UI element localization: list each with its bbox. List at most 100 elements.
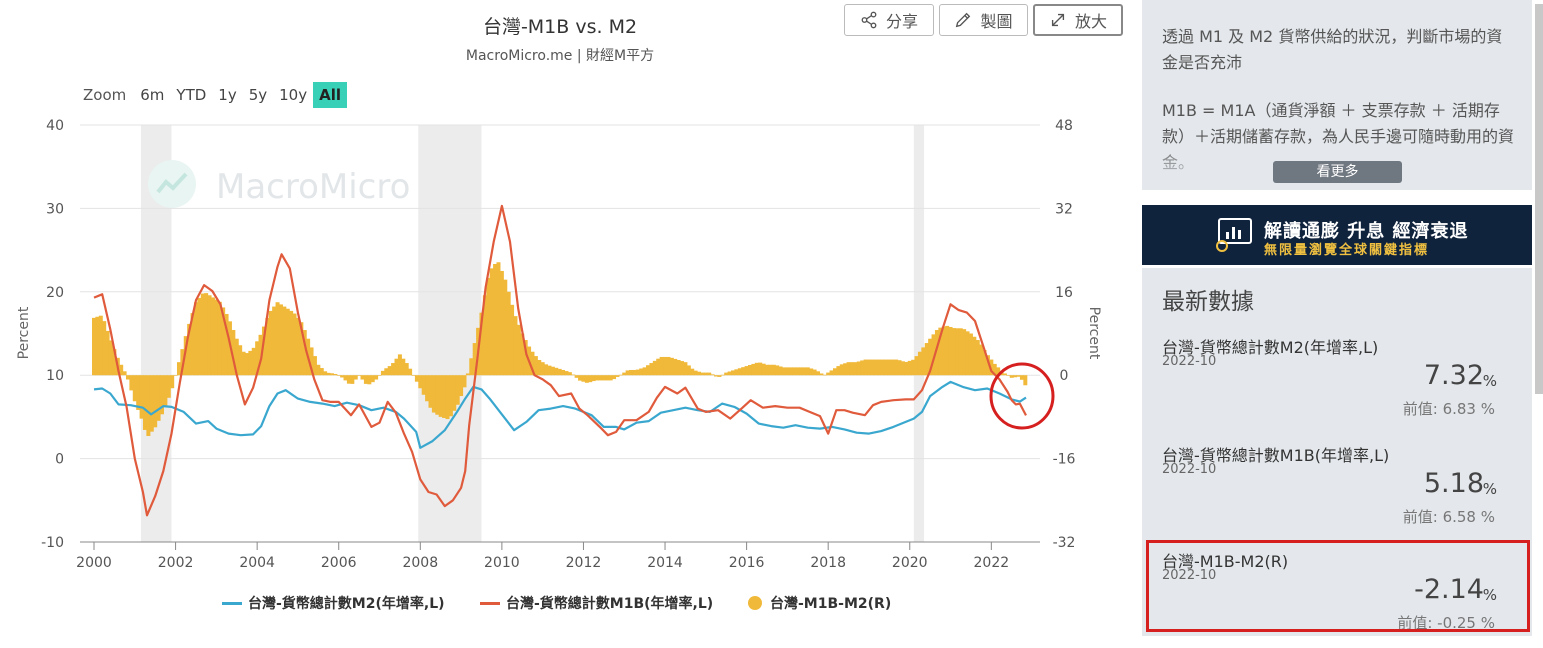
diff-bar — [897, 360, 902, 376]
diff-bar — [883, 359, 888, 376]
description-box: 透過 M1 及 M2 貨幣供給的狀況，判斷市場的資金是否充沛 M1B = M1A… — [1142, 0, 1532, 190]
diff-bar — [244, 353, 249, 376]
diff-bar — [639, 368, 644, 376]
diff-bar — [448, 375, 453, 417]
diff-bar — [234, 338, 239, 376]
diff-bar — [900, 361, 905, 376]
diff-bar — [550, 366, 555, 376]
diff-bar — [119, 364, 124, 376]
diff-bar — [761, 363, 766, 376]
stat-m1b[interactable]: 台灣-貨幣總計數M1B(年增率,L) 2022-10 5.18 % 前值: 6.… — [1142, 442, 1532, 542]
diff-bar — [778, 366, 783, 376]
legend-label-m1b: 台灣-貨幣總計數M1B(年增率,L) — [506, 596, 714, 612]
diff-bar — [387, 366, 392, 376]
diff-bar — [496, 262, 501, 376]
diff-bar — [1002, 373, 1007, 376]
right-tick-label: 0 — [1060, 368, 1069, 384]
diff-bar — [142, 375, 147, 430]
range-10y-button[interactable]: 10y — [279, 86, 308, 104]
diff-bar — [241, 351, 246, 376]
diff-bar — [265, 317, 270, 376]
diff-bar — [469, 358, 474, 376]
expand-icon — [1051, 13, 1065, 27]
diff-bar — [751, 363, 756, 376]
diff-bar — [764, 364, 769, 376]
diff-bar — [146, 375, 151, 437]
diff-bar — [985, 355, 990, 376]
range-all-button[interactable]: All — [313, 82, 348, 108]
diff-bar — [272, 306, 277, 376]
scrollbar-thumb[interactable] — [1535, 4, 1543, 394]
latest-data-heading: 最新數據 — [1162, 289, 1254, 315]
banner-subline: 無限量瀏覽全球關鍵指標 — [1264, 243, 1430, 258]
legend-item-m1b[interactable]: 台灣-貨幣總計數M1B(年增率,L) — [480, 593, 713, 613]
read-more-button[interactable]: 看更多 — [1273, 161, 1402, 183]
right-tick-label: -16 — [1053, 452, 1076, 468]
diff-bar — [673, 358, 678, 376]
scrollbar[interactable] — [1533, 0, 1543, 636]
stat-name: 台灣-貨幣總計數M2(年增率,L) — [1162, 338, 1379, 357]
stat-m1b-m2[interactable]: 台灣-M1B-M2(R) 2022-10 -2.14 % 前值: -0.25 % — [1142, 548, 1532, 648]
promo-banner[interactable]: 解讀通膨 升息 經濟衰退 無限量瀏覽全球關鍵指標 — [1142, 205, 1532, 265]
diff-bar — [197, 297, 202, 376]
diff-bar — [710, 374, 715, 376]
diff-bar — [564, 371, 569, 376]
range-5y-button[interactable]: 5y — [248, 86, 268, 104]
diff-bar — [853, 362, 858, 376]
diff-bar — [431, 375, 436, 413]
share-label: 分享 — [885, 12, 918, 31]
stat-previous: 前值: 6.83 % — [1402, 400, 1495, 418]
diff-bar — [989, 359, 994, 376]
diff-bar — [720, 374, 725, 376]
diff-bar — [486, 277, 491, 376]
diff-bar — [282, 306, 287, 376]
diff-bar — [931, 334, 936, 376]
diff-bar — [669, 357, 674, 376]
diff-bar — [866, 359, 871, 376]
diff-bar — [278, 304, 283, 376]
diff-bar — [1016, 375, 1021, 377]
diff-bar — [693, 370, 698, 376]
range-6m-button[interactable]: 6m — [140, 86, 165, 104]
diff-bar — [442, 375, 447, 418]
diff-bar — [632, 369, 637, 376]
diff-bar — [102, 321, 107, 376]
expand-button[interactable]: 放大 — [1033, 4, 1123, 36]
diff-bar — [877, 359, 882, 376]
diff-bar — [951, 328, 956, 376]
left-tick-label: 30 — [46, 201, 64, 217]
right-tick-label: -32 — [1053, 535, 1076, 551]
diff-bar — [605, 375, 610, 381]
x-tick-label: 2002 — [158, 555, 194, 571]
diff-bar — [231, 330, 236, 376]
diff-bar — [520, 333, 525, 376]
diff-bar — [622, 372, 627, 376]
stat-unit: % — [1482, 480, 1497, 498]
stat-m2[interactable]: 台灣-貨幣總計數M2(年增率,L) 2022-10 7.32 % 前值: 6.8… — [1142, 334, 1532, 434]
diff-bar — [333, 373, 338, 376]
range-1y-button[interactable]: 1y — [218, 86, 237, 104]
diff-bar — [346, 375, 351, 384]
stat-date: 2022-10 — [1162, 354, 1217, 369]
diff-bar — [214, 299, 219, 376]
legend-item-m2[interactable]: 台灣-貨幣總計數M2(年增率,L) — [222, 593, 445, 613]
draw-button[interactable]: 製圖 — [939, 4, 1028, 36]
x-tick-label: 2014 — [647, 555, 683, 571]
diff-bar — [856, 361, 861, 376]
right-tick-label: 16 — [1055, 285, 1073, 301]
legend-item-diff[interactable]: 台灣-M1B-M2(R) — [748, 593, 891, 613]
diff-bar — [238, 345, 243, 376]
m1b-series-line — [93, 204, 1027, 517]
diff-bar — [292, 313, 297, 376]
x-tick-label: 2006 — [321, 555, 357, 571]
diff-bar — [748, 364, 753, 376]
diff-bar — [727, 371, 732, 376]
legend-line-m2 — [222, 601, 242, 605]
diff-bar — [408, 368, 413, 376]
share-button[interactable]: 分享 — [844, 4, 934, 36]
diff-bar — [802, 367, 807, 376]
diff-bar — [537, 359, 542, 376]
diff-bar — [136, 375, 141, 410]
diff-bar — [159, 375, 164, 415]
range-ytd-button[interactable]: YTD — [176, 86, 207, 104]
